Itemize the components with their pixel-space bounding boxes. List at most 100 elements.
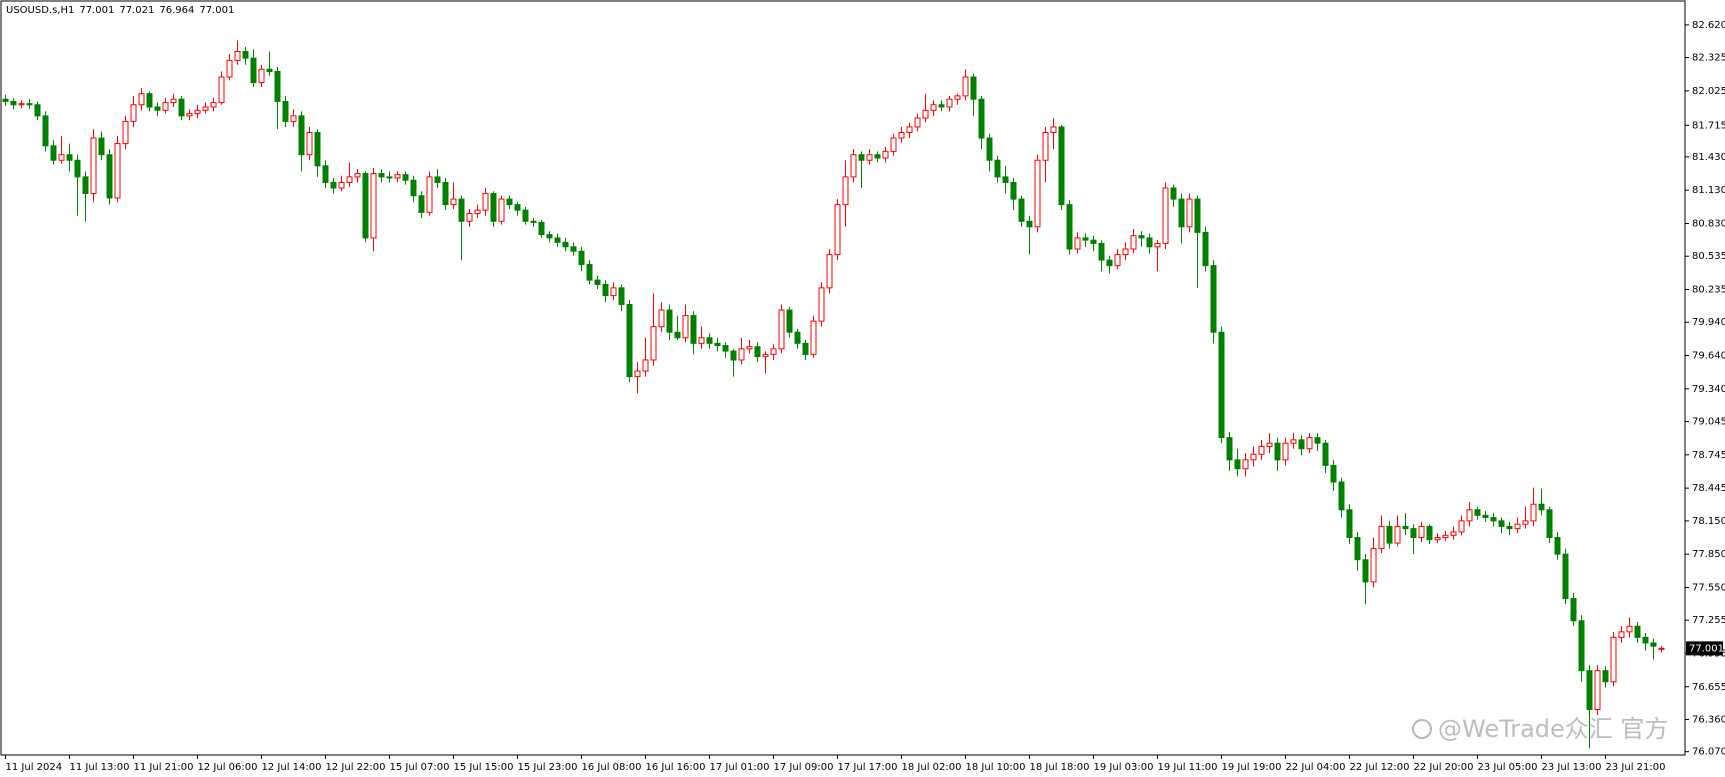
- x-tick-label: 22 Jul 20:00: [1414, 762, 1474, 773]
- candle-body: [818, 287, 825, 322]
- candle-body: [226, 59, 233, 78]
- candle-body: [1082, 237, 1089, 241]
- candle-body: [1330, 464, 1337, 483]
- candle-body: [962, 76, 969, 97]
- candle-body: [650, 326, 657, 361]
- candle-body: [202, 106, 209, 111]
- candle-body: [938, 104, 945, 108]
- candle-body: [1370, 548, 1377, 583]
- candle-body: [1106, 259, 1113, 267]
- candle-body: [1074, 237, 1081, 250]
- candle-body: [834, 204, 841, 256]
- candle-body: [146, 93, 153, 108]
- candle-body: [610, 287, 617, 297]
- candle-body: [530, 220, 537, 223]
- candles: [2, 40, 1665, 749]
- candle-body: [1490, 517, 1497, 522]
- symbol: USOUSD.s,H1: [6, 5, 75, 16]
- candle-body: [218, 76, 225, 104]
- candle-body: [106, 154, 113, 199]
- candle-body: [538, 221, 545, 236]
- candle-body: [170, 98, 177, 104]
- y-tick-label: 79.045: [1692, 417, 1725, 428]
- chart-header: USOUSD.s,H1 77.001 77.021 76.964 77.001: [6, 5, 239, 16]
- candle-body: [802, 342, 809, 355]
- candle-body: [42, 115, 49, 147]
- candle-body: [154, 106, 161, 111]
- watermark-icon: [1412, 719, 1432, 739]
- candle-body: [1034, 159, 1041, 228]
- candle-body: [250, 57, 257, 84]
- candle-body: [1546, 509, 1553, 539]
- x-tick-label: 18 Jul 10:00: [966, 762, 1026, 773]
- header-open: 77.001: [79, 5, 115, 16]
- candle-body: [906, 126, 913, 133]
- y-tick-label: 76.655: [1692, 682, 1725, 693]
- candle-body: [178, 98, 185, 117]
- candle-body: [618, 287, 625, 305]
- candle-body: [930, 104, 937, 111]
- candle-body: [594, 279, 601, 286]
- candle-body: [130, 104, 137, 122]
- x-tick-label: 23 Jul 13:00: [1542, 762, 1602, 773]
- watermark-text: @WeTrade众汇 官方: [1438, 715, 1668, 743]
- candle-body: [1114, 254, 1121, 267]
- candle-body: [1378, 525, 1385, 550]
- candle-body: [1522, 520, 1529, 525]
- candle-body: [490, 193, 497, 222]
- candle-body: [578, 250, 585, 266]
- candle-body: [1466, 509, 1473, 522]
- candle-body: [698, 337, 705, 344]
- candle-body: [450, 198, 457, 206]
- candle-body: [746, 346, 753, 350]
- x-tick-label: 15 Jul 23:00: [518, 762, 578, 773]
- candle-body: [682, 315, 689, 339]
- x-tick-label: 19 Jul 19:00: [1222, 762, 1282, 773]
- candle-body: [282, 100, 289, 122]
- x-tick-label: 22 Jul 04:00: [1286, 762, 1346, 773]
- candle-body: [1226, 437, 1233, 461]
- candle-body: [1402, 525, 1409, 530]
- candle-body: [194, 109, 201, 115]
- candle-body: [66, 154, 73, 161]
- candle-body: [522, 209, 529, 222]
- candle-body: [546, 234, 553, 239]
- x-tick-label: 19 Jul 11:00: [1158, 762, 1218, 773]
- y-tick-label: 76.360: [1692, 714, 1725, 725]
- candle-body: [1346, 509, 1353, 539]
- candle-body: [186, 113, 193, 117]
- candle-body: [290, 115, 297, 122]
- candle-body: [266, 68, 273, 72]
- candle-body: [1418, 525, 1425, 539]
- candle-body: [1202, 231, 1209, 267]
- x-tick-label: 17 Jul 01:00: [710, 762, 770, 773]
- candle-body: [1138, 235, 1145, 239]
- candle-body: [858, 154, 865, 161]
- candle-body: [690, 315, 697, 344]
- candle-body: [754, 346, 761, 358]
- candle-body: [1218, 331, 1225, 439]
- y-tick-label: 79.640: [1692, 351, 1725, 362]
- candle-body: [1474, 509, 1481, 516]
- candle-body: [1242, 459, 1249, 470]
- plot-frame: [0, 0, 1686, 756]
- candle-body: [1010, 181, 1017, 200]
- candle-body: [922, 109, 929, 119]
- candle-body: [1314, 437, 1321, 444]
- candle-body: [34, 104, 41, 117]
- candle-body: [914, 117, 921, 128]
- candle-body: [1434, 537, 1441, 541]
- candle-body: [370, 173, 377, 239]
- candle-body: [1354, 537, 1361, 561]
- x-tick-label: 12 Jul 14:00: [262, 762, 322, 773]
- candle-body: [1562, 553, 1569, 600]
- candle-body: [122, 120, 129, 145]
- candle-body: [1290, 439, 1297, 444]
- candle-body: [466, 213, 473, 222]
- candle-body: [874, 154, 881, 159]
- candle-body: [1258, 446, 1265, 455]
- watermark: @WeTrade众汇 官方: [1412, 715, 1668, 743]
- candle-body: [890, 137, 897, 152]
- candle-body: [1514, 523, 1521, 530]
- candle-body: [1162, 187, 1169, 244]
